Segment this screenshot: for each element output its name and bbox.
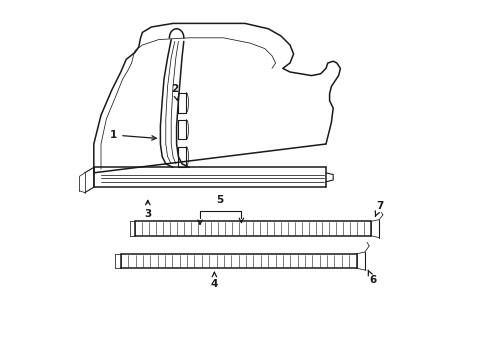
Text: 6: 6 [368, 270, 376, 285]
Text: 2: 2 [171, 84, 179, 100]
Text: 4: 4 [211, 273, 218, 289]
Text: 3: 3 [144, 201, 151, 219]
Text: 1: 1 [110, 130, 156, 140]
Text: 5: 5 [216, 195, 223, 205]
Text: 7: 7 [375, 201, 384, 216]
